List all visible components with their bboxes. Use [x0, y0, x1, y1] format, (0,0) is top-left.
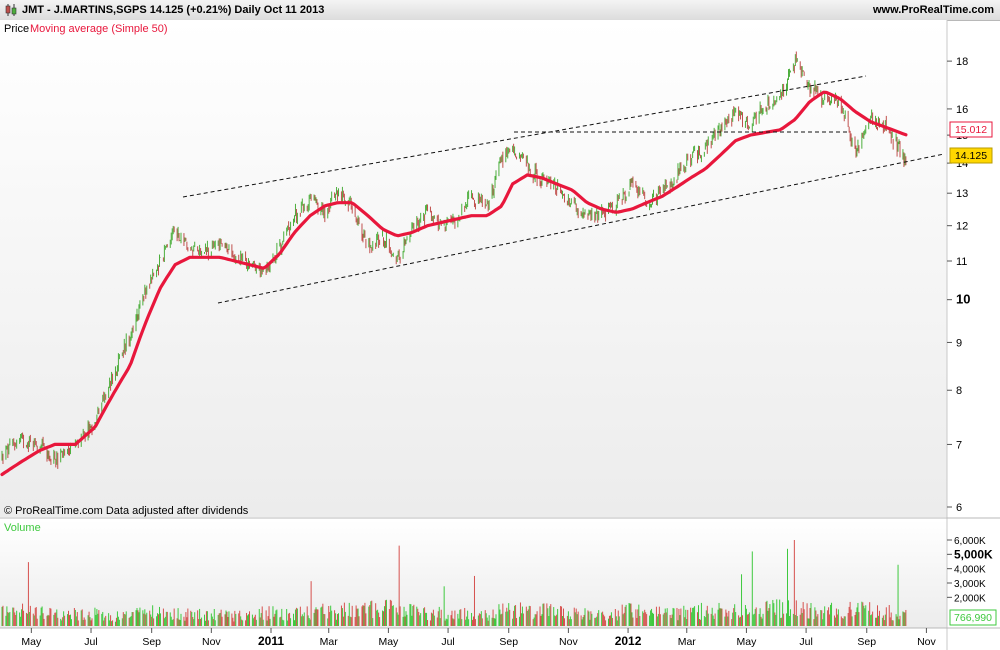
price-tick-label: 8	[956, 385, 962, 397]
time-tick-label: 2011	[258, 634, 284, 648]
volume-tick-label: 2,000K	[954, 593, 986, 604]
last-volume-badge: 766,990	[954, 612, 992, 624]
price-tick-label: 6	[956, 502, 962, 514]
price-tick-label: 16	[956, 104, 968, 116]
time-tick-label: Mar	[320, 636, 339, 648]
time-tick-label: Sep	[499, 636, 518, 648]
ma-legend-label: Moving average (Simple 50)	[30, 23, 168, 35]
ma-value-badge-bg	[949, 121, 993, 138]
time-tick-label: Sep	[142, 636, 161, 648]
volume-tick-label: 6,000K	[954, 536, 986, 547]
time-tick-label: Nov	[202, 636, 221, 648]
price-tick-label: 9	[956, 337, 962, 349]
price-tick-label: 10	[956, 292, 970, 307]
channel-lower-line	[217, 153, 945, 304]
last-price-badge: 14.125	[955, 150, 987, 162]
chart-header: JMT - J.MARTINS,SGPS 14.125 (+0.21%) Dai…	[0, 0, 1000, 21]
price-tick-label: 11	[956, 256, 967, 268]
instrument-title: JMT - J.MARTINS,SGPS 14.125 (+0.21%) Dai…	[22, 4, 325, 16]
channel-upper-line	[182, 75, 867, 198]
time-tick-label: Sep	[857, 636, 876, 648]
site-url: www.ProRealTime.com	[872, 4, 994, 16]
volume-tick-label: 3,000K	[954, 579, 986, 590]
source-footer: © ProRealTime.com Data adjusted after di…	[4, 505, 249, 517]
time-tick-label: Jul	[799, 636, 812, 648]
price-tick-label: 18	[956, 56, 968, 68]
volume-bars	[1, 540, 907, 626]
moving-average-line	[0, 90, 908, 477]
price-volume-chart: 67891011121314151618 2,000K3,000K4,000K5…	[0, 20, 1000, 650]
last-price-badge-bg	[949, 147, 993, 164]
price-tick-label: 7	[956, 439, 962, 451]
time-tick-label: Nov	[559, 636, 578, 648]
price-panel-bg	[0, 20, 947, 517]
time-axis: May Jul Sep Nov 2011 Mar May Jul Sep Nov 2012 Mar Ma…	[21, 628, 936, 648]
price-tick-label: 13	[956, 188, 968, 200]
time-tick-label: Jul	[441, 636, 454, 648]
price-legend-label: Price	[4, 23, 29, 35]
time-tick-label: May	[737, 636, 758, 648]
volume-tick-label: 5,000K	[954, 547, 993, 561]
last-volume-badge-bg	[949, 609, 997, 626]
time-tick-label: May	[21, 636, 42, 648]
volume-panel-bg	[0, 520, 947, 628]
time-tick-label: Nov	[917, 636, 936, 648]
time-tick-label: Mar	[678, 636, 697, 648]
time-tick-label: 2012	[615, 634, 642, 648]
price-tick-label: 12	[956, 221, 968, 233]
time-tick-label: May	[378, 636, 399, 648]
volume-tick-label: 4,000K	[954, 565, 986, 576]
volume-legend-label: Volume	[4, 522, 41, 534]
trend-channel	[182, 75, 945, 304]
candlestick-icon	[5, 4, 17, 16]
time-tick-label: Jul	[84, 636, 97, 648]
ma-value-badge: 15.012	[955, 124, 987, 136]
